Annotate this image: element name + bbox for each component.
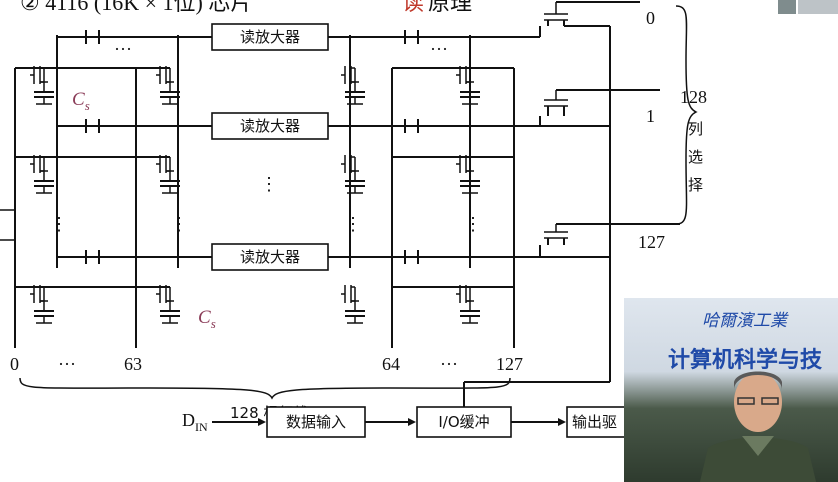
svg-text:⋮: ⋮ [170,214,188,234]
sense-amp-1 [211,23,329,51]
label-bottom-64: 64 [382,354,400,374]
col-num-0: 0 [646,8,655,28]
title-highlight: 读 [402,0,424,15]
label-bottom-dots-2: ··· [440,354,458,374]
cs-label-bottom: Cs [198,307,216,331]
col-num-1: 1 [646,106,655,126]
row-line-brace [19,377,511,400]
column-select-char-1: 列 [688,120,703,138]
label-bottom-63: 63 [124,354,142,374]
video-banner-department: 计算机科学与技 [668,348,823,373]
svg-text:⋮: ⋮ [344,214,362,234]
lecture-video-overlay: 哈爾濱工業 计算机科学与技 [624,298,838,482]
col-num-127: 127 [638,232,665,252]
video-banner-university: 哈爾濱工業 [702,311,787,331]
svg-text:⋮: ⋮ [464,214,482,234]
din-label: DIN [182,410,208,434]
column-select-transistors [539,1,680,382]
svg-text:···: ··· [114,39,132,59]
cs-label-top: Cs [72,89,90,113]
label-bottom-dots-1: ··· [58,354,76,374]
svg-text:⋮: ⋮ [260,174,278,194]
title-prefix: ② 4116 (16K × 1位) 芯片 [20,0,252,15]
svg-text:⋮: ⋮ [50,214,68,234]
sense-amp-2 [211,112,329,140]
logo-icon [778,0,838,14]
io-buffer-label: I/O缓冲 [438,413,489,431]
column-select-char-3: 择 [688,176,703,194]
label-bottom-127: 127 [496,354,523,374]
column-select-char-2: 选 [688,148,703,166]
sense-amp-3-label: 读放大器 [240,248,300,266]
sense-amp-1-label: 读放大器 [240,28,300,46]
speaker-image [699,371,817,482]
sense-amp-2-label: 读放大器 [240,117,300,135]
sense-amp-3 [211,243,329,271]
column-select-count: 128 [680,87,707,107]
column-select-brace [675,5,698,225]
data-input-label: 数据输入 [286,413,346,431]
data-input-block [266,406,366,438]
title-suffix: 原理 [428,0,472,15]
output-driver-label: 输出驱 [572,413,617,431]
svg-text:···: ··· [430,39,448,59]
label-bottom-0: 0 [10,354,19,374]
